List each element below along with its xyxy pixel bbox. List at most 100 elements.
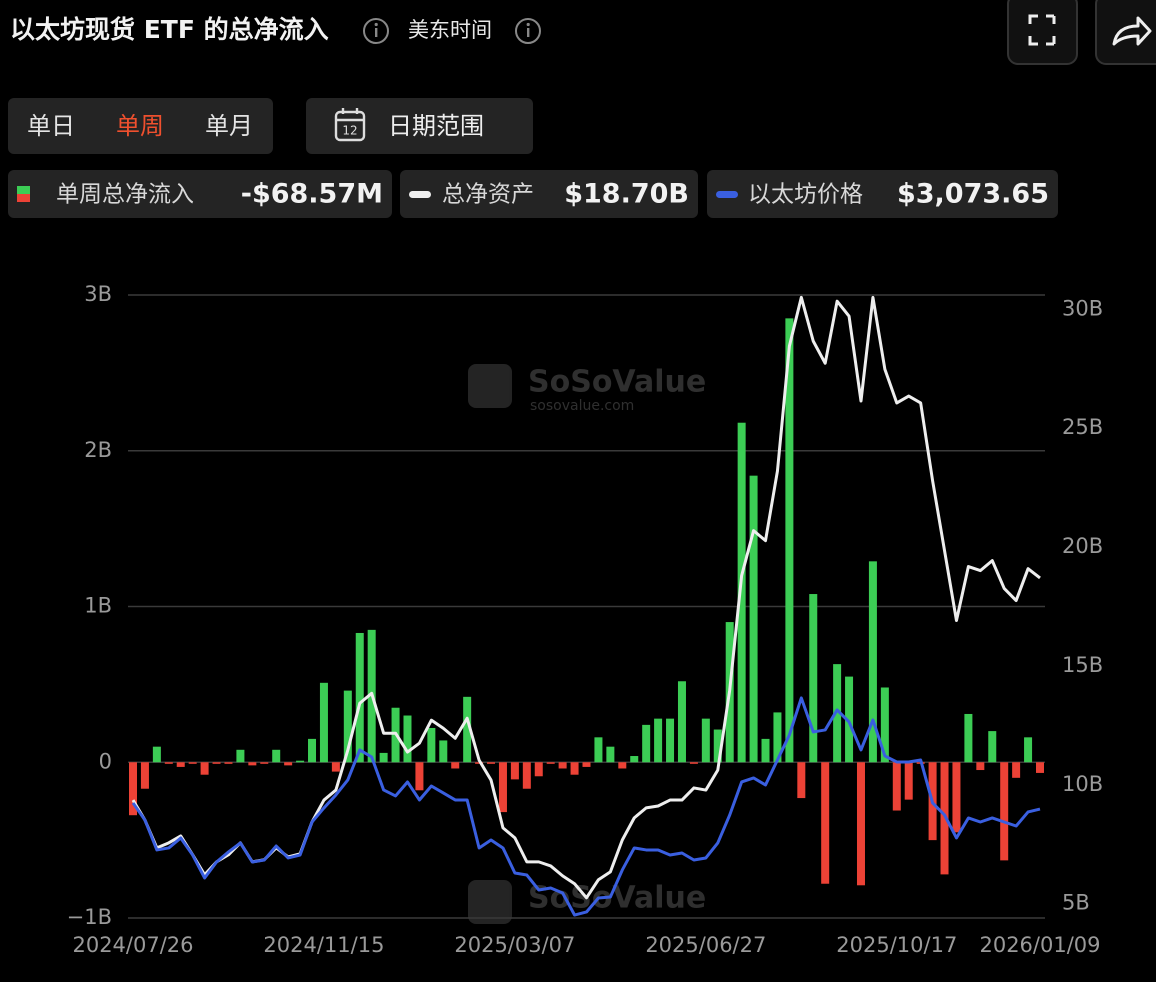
bar [701, 718, 710, 763]
legend-icon [17, 194, 30, 202]
bar [534, 762, 543, 777]
bar [761, 738, 770, 763]
bar [809, 594, 818, 763]
x-tick-label: 2025/03/07 [454, 933, 575, 957]
date-range-label: 日期范围 [388, 112, 484, 140]
bar [689, 762, 698, 764]
y2-tick-label: 20B [1062, 534, 1103, 558]
bar [737, 422, 746, 763]
x-tick-label: 2024/07/26 [72, 933, 193, 957]
y2-tick-label: 15B [1062, 653, 1103, 677]
bar [654, 718, 663, 763]
bar [343, 690, 352, 763]
legend-value: $18.70B [564, 179, 689, 210]
legend-chip [400, 170, 698, 218]
bar [176, 762, 185, 767]
bar [773, 712, 782, 763]
watermark-url: sosovalue.com [530, 398, 634, 414]
bar [260, 762, 269, 764]
legend-name: 单周总净流入 [56, 182, 194, 208]
bar [355, 632, 364, 763]
legend-value: -$68.57M [241, 179, 383, 210]
y-tick-label: 0 [99, 749, 112, 773]
fullscreen-button[interactable] [1007, 0, 1078, 65]
watermark: SoSoValue sosovalue.com SoSoValue [468, 364, 706, 924]
bar [880, 687, 889, 763]
legend-name: 以太坊价格 [748, 182, 863, 208]
info-icon[interactable] [515, 18, 541, 44]
bar [594, 737, 603, 763]
x-tick-label: 2024/11/15 [263, 933, 384, 957]
bar [152, 746, 161, 763]
bar [308, 738, 317, 763]
bar [487, 762, 496, 764]
bar [522, 762, 531, 789]
bar [1036, 762, 1044, 773]
y-tick-label: 1B [84, 594, 112, 618]
bar [129, 762, 137, 816]
bar [379, 752, 388, 763]
y-tick-label: −1B [67, 905, 112, 929]
bar [415, 762, 424, 791]
tab-group [8, 98, 273, 154]
x-tick-label: 2026/01/09 [979, 933, 1100, 957]
bar [200, 762, 209, 775]
y2-tick-label: 30B [1062, 296, 1103, 320]
bar [618, 762, 627, 769]
bar [582, 762, 591, 767]
bar [964, 713, 973, 763]
legend-icon [409, 191, 431, 198]
legend-chip [8, 170, 392, 218]
bar [904, 762, 913, 800]
bar [331, 762, 340, 772]
bar [212, 762, 221, 764]
bar [821, 762, 830, 884]
legend-icon [716, 191, 738, 198]
y2-tick-label: 10B [1062, 772, 1103, 796]
bar [570, 762, 579, 775]
bar [833, 664, 842, 763]
bar [940, 762, 949, 875]
legend-chip [707, 170, 1058, 218]
tab[interactable]: 单月 [205, 112, 253, 140]
info-icon[interactable] [363, 18, 389, 44]
bar [976, 762, 985, 771]
bar [1012, 762, 1021, 778]
bar [236, 749, 245, 763]
legend-value: $3,073.65 [897, 179, 1049, 210]
share-button[interactable] [1095, 0, 1156, 65]
bar [498, 762, 507, 813]
x-tick-label: 2025/10/17 [836, 933, 957, 957]
title: 以太坊现货 ETF 的总净流入 [10, 15, 329, 44]
y-tick-label: 2B [84, 438, 112, 462]
legend-icon [17, 186, 30, 194]
date-range-button[interactable]: 12 日期范围 [306, 98, 533, 154]
bar [188, 762, 197, 764]
bar [988, 731, 997, 763]
bar [451, 762, 460, 769]
y2-tick-label: 5B [1062, 891, 1090, 915]
bar [463, 696, 472, 763]
timezone: 美东时间 [408, 18, 492, 42]
bar [224, 762, 233, 764]
bar [677, 681, 686, 763]
watermark-text: SoSoValue [528, 881, 706, 916]
bar [856, 762, 865, 886]
bar [845, 676, 854, 763]
bar [642, 724, 651, 763]
bar [248, 762, 257, 766]
bar [272, 749, 281, 763]
bar [427, 727, 436, 763]
tab[interactable]: 单周 [116, 112, 164, 140]
calendar-day: 12 [342, 124, 357, 138]
line [131, 696, 1041, 917]
bar [785, 318, 794, 763]
bar [1024, 737, 1033, 763]
tab[interactable]: 单日 [27, 112, 75, 140]
bar [284, 762, 293, 766]
watermark-text: SoSoValue [528, 365, 706, 400]
bar [510, 762, 519, 780]
